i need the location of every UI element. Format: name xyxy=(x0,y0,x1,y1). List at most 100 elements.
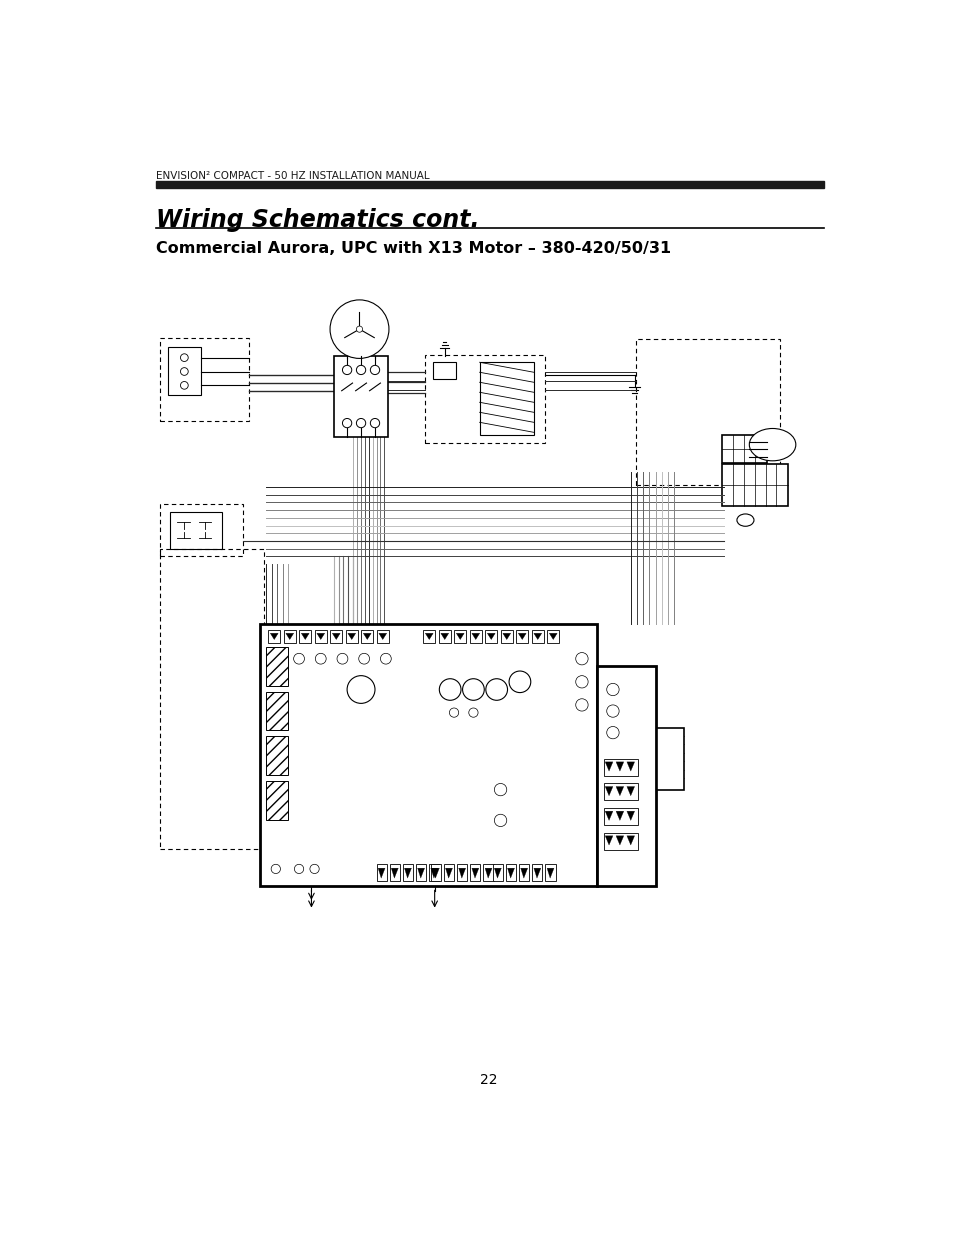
Bar xyxy=(330,630,342,642)
Bar xyxy=(493,864,502,882)
Circle shape xyxy=(347,676,375,704)
Polygon shape xyxy=(348,634,355,640)
Bar xyxy=(376,630,389,642)
Bar xyxy=(386,708,425,729)
Circle shape xyxy=(356,326,362,332)
Bar xyxy=(518,864,529,882)
Circle shape xyxy=(509,671,530,693)
Polygon shape xyxy=(546,868,554,878)
Text: 22: 22 xyxy=(479,1073,497,1087)
Polygon shape xyxy=(616,762,623,771)
Circle shape xyxy=(358,653,369,664)
Circle shape xyxy=(180,353,188,362)
Bar xyxy=(422,630,435,642)
Bar xyxy=(425,354,545,443)
Polygon shape xyxy=(363,634,371,640)
Polygon shape xyxy=(517,634,525,640)
Polygon shape xyxy=(534,868,540,878)
Bar xyxy=(438,630,451,642)
Bar xyxy=(390,864,399,882)
Polygon shape xyxy=(432,868,439,878)
Polygon shape xyxy=(425,634,433,640)
Polygon shape xyxy=(604,787,612,795)
Polygon shape xyxy=(286,634,294,640)
Bar xyxy=(345,630,357,642)
Bar xyxy=(456,864,467,882)
Circle shape xyxy=(606,726,618,739)
Polygon shape xyxy=(456,634,464,640)
Polygon shape xyxy=(616,787,623,795)
Text: ENVISION² COMPACT - 50 HZ INSTALLATION MANUAL: ENVISION² COMPACT - 50 HZ INSTALLATION M… xyxy=(155,172,429,182)
Circle shape xyxy=(485,679,507,700)
Circle shape xyxy=(494,783,506,795)
Circle shape xyxy=(180,368,188,375)
Bar xyxy=(657,727,683,789)
Polygon shape xyxy=(616,811,623,820)
Bar xyxy=(531,630,543,642)
Polygon shape xyxy=(626,811,634,820)
Bar xyxy=(545,864,555,882)
Circle shape xyxy=(575,652,587,664)
Circle shape xyxy=(494,814,506,826)
Bar xyxy=(443,864,454,882)
Polygon shape xyxy=(507,868,514,878)
Circle shape xyxy=(356,366,365,374)
Bar xyxy=(334,356,388,437)
Bar xyxy=(721,464,787,506)
Circle shape xyxy=(449,708,458,718)
Polygon shape xyxy=(604,811,612,820)
Bar xyxy=(416,864,426,882)
Bar xyxy=(283,630,295,642)
Polygon shape xyxy=(316,634,324,640)
Bar xyxy=(500,630,513,642)
Bar xyxy=(159,504,243,556)
Text: Wiring Schematics cont.: Wiring Schematics cont. xyxy=(155,209,478,232)
Bar xyxy=(159,337,249,421)
Polygon shape xyxy=(445,868,452,878)
Bar xyxy=(168,347,200,395)
Polygon shape xyxy=(604,836,612,845)
Bar xyxy=(516,630,528,642)
Polygon shape xyxy=(378,634,386,640)
Circle shape xyxy=(315,653,326,664)
Bar xyxy=(155,180,823,188)
Polygon shape xyxy=(520,868,527,878)
Polygon shape xyxy=(604,762,612,771)
Polygon shape xyxy=(616,836,623,845)
Circle shape xyxy=(310,864,319,873)
Bar xyxy=(454,774,468,788)
Bar xyxy=(433,362,456,379)
Bar xyxy=(429,864,439,882)
Circle shape xyxy=(370,366,379,374)
Bar xyxy=(298,630,311,642)
Bar xyxy=(469,630,481,642)
Circle shape xyxy=(342,366,352,374)
Polygon shape xyxy=(458,868,465,878)
Bar xyxy=(721,436,766,463)
Polygon shape xyxy=(472,868,478,878)
Bar xyxy=(454,630,466,642)
Circle shape xyxy=(468,708,477,718)
Circle shape xyxy=(462,679,484,700)
Bar xyxy=(402,864,413,882)
Circle shape xyxy=(606,683,618,695)
Bar xyxy=(266,736,288,776)
Bar xyxy=(266,647,288,685)
Polygon shape xyxy=(487,634,495,640)
Bar xyxy=(479,362,534,436)
Bar xyxy=(360,630,373,642)
Bar xyxy=(170,511,222,548)
Circle shape xyxy=(180,382,188,389)
Bar xyxy=(546,630,558,642)
Bar xyxy=(636,340,779,485)
Polygon shape xyxy=(377,868,385,878)
Polygon shape xyxy=(494,868,500,878)
Circle shape xyxy=(336,653,348,664)
Bar xyxy=(538,647,570,740)
Bar xyxy=(484,630,497,642)
Circle shape xyxy=(439,679,460,700)
Bar xyxy=(314,630,327,642)
Polygon shape xyxy=(626,836,634,845)
Bar xyxy=(431,864,440,882)
Bar xyxy=(483,864,493,882)
